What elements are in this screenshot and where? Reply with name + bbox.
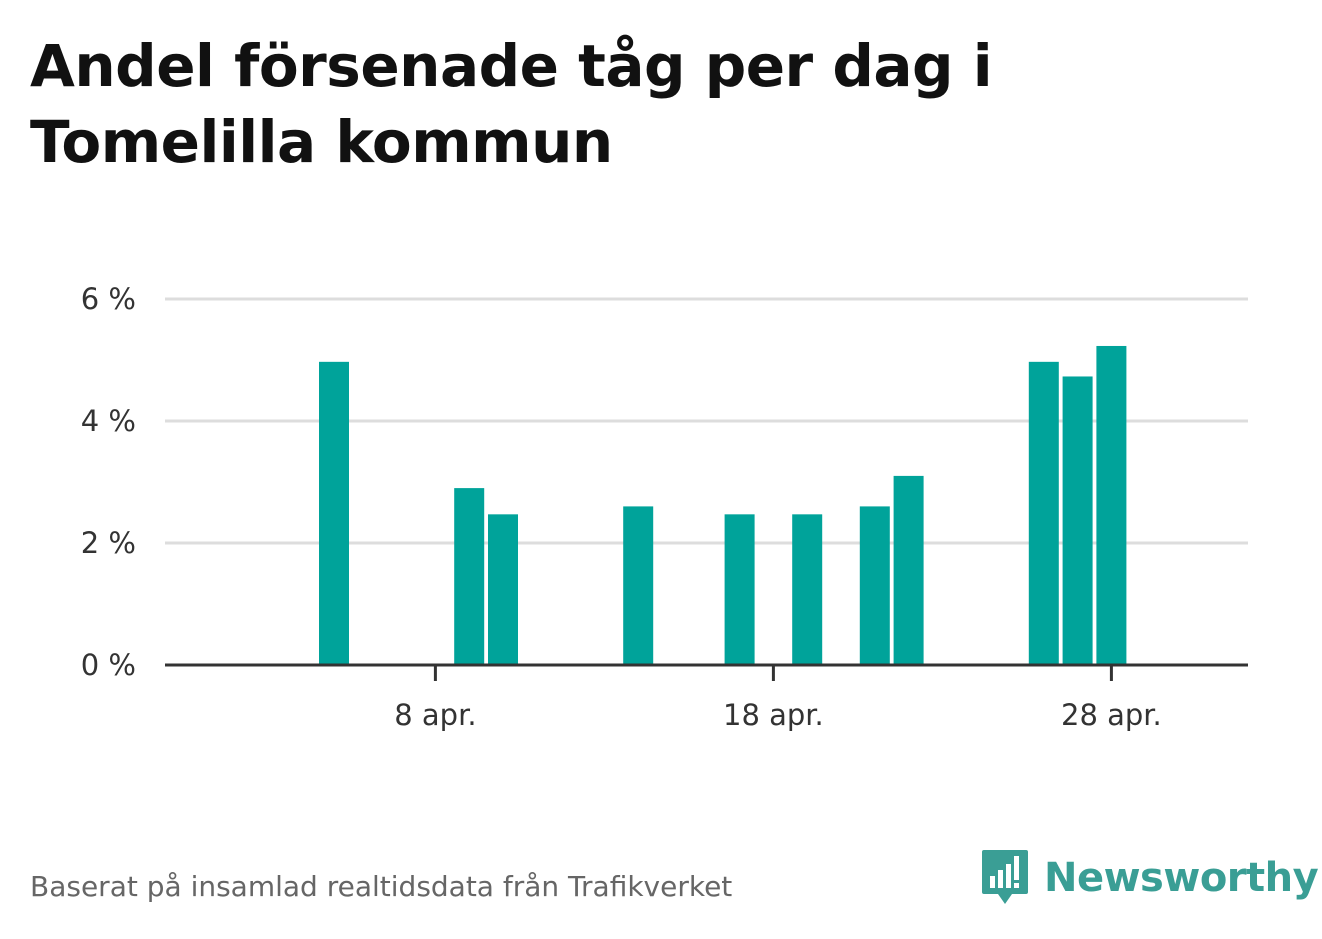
bar — [454, 488, 485, 665]
bar — [893, 475, 924, 665]
y-tick-label: 2 % — [81, 526, 136, 560]
y-tick-label: 0 % — [81, 648, 136, 682]
y-tick-label: 6 % — [81, 282, 136, 316]
source-note: Baserat på insamlad realtidsdata från Tr… — [30, 870, 733, 903]
bars — [319, 345, 1127, 665]
bar — [319, 361, 349, 665]
chart-title: Andel försenade tåg per dag i Tomelilla … — [30, 32, 993, 176]
brand-logo: Newsworthy — [980, 848, 1319, 908]
bar — [1096, 345, 1127, 665]
x-tick-label: 8 apr. — [394, 698, 476, 732]
bar — [488, 514, 518, 665]
y-tick-label: 4 % — [81, 404, 136, 438]
newsworthy-logo-icon — [982, 850, 1028, 904]
x-tick-label: 18 apr. — [723, 698, 824, 732]
brand-name: Newsworthy — [1044, 855, 1319, 901]
bar — [724, 514, 755, 665]
bar — [623, 506, 654, 665]
bar-chart: 0 % 2 % 4 % 6 % 8 apr. 18 apr. 28 apr. — [81, 282, 1248, 732]
x-tick-label: 28 apr. — [1061, 698, 1162, 732]
bar — [1062, 376, 1093, 665]
bar — [792, 514, 823, 665]
bar — [1028, 361, 1059, 665]
axes: 0 % 2 % 4 % 6 % 8 apr. 18 apr. 28 apr. — [81, 282, 1248, 732]
bar — [859, 506, 890, 665]
